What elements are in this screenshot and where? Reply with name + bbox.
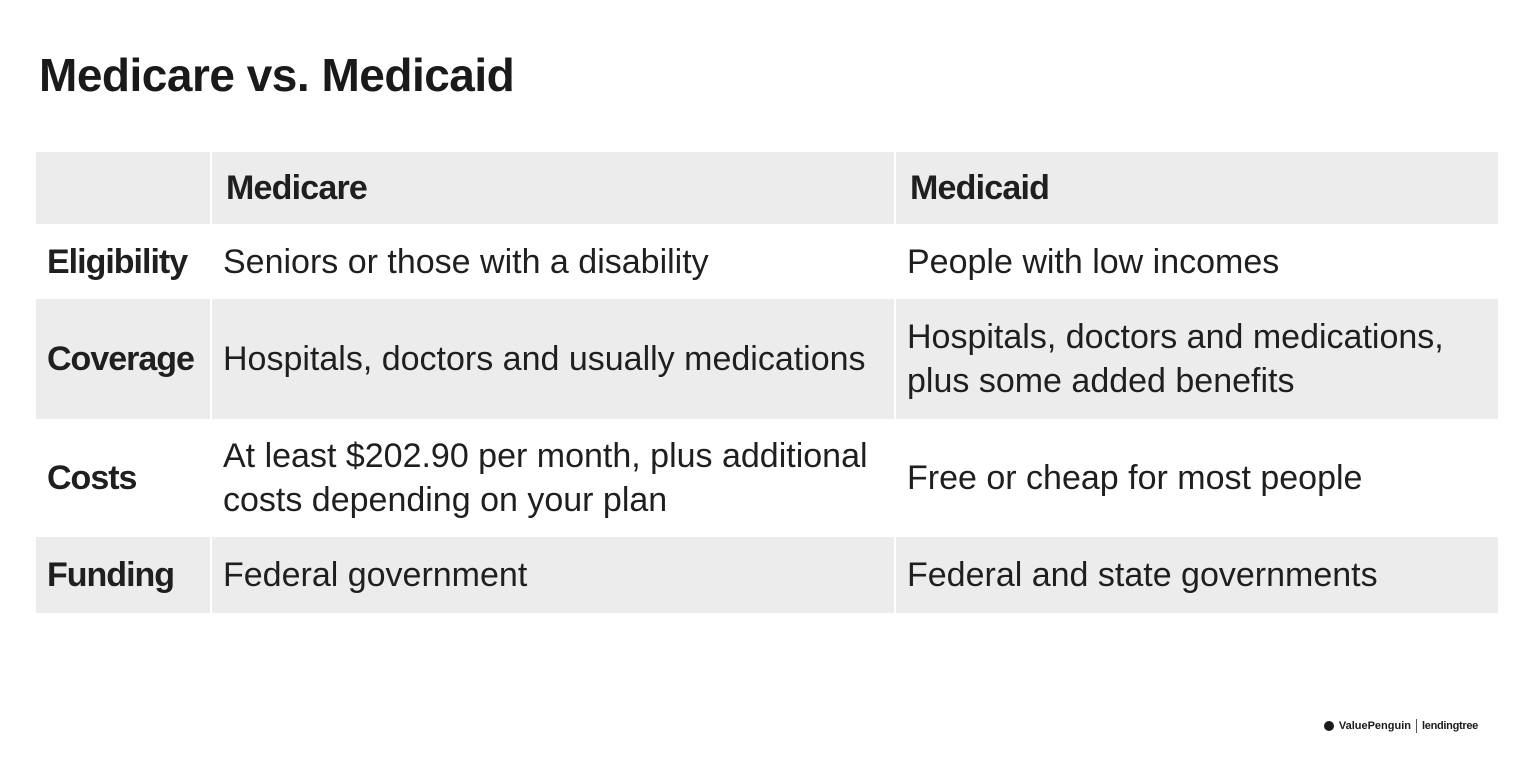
logo-divider	[1416, 719, 1417, 733]
medicare-cell: Seniors or those with a disability	[210, 224, 895, 299]
row-label: Costs	[36, 419, 211, 537]
penguin-icon	[1323, 721, 1334, 731]
medicaid-cell: Hospitals, doctors and medications, plus…	[894, 299, 1498, 419]
row-label: Coverage	[36, 299, 211, 419]
medicaid-cell: Free or cheap for most people	[894, 419, 1498, 537]
medicaid-cell: People with low incomes	[894, 224, 1498, 299]
brand-logo: ValuePenguin lendingtree	[1323, 719, 1478, 733]
partner-name: lendingtree	[1422, 720, 1478, 732]
medicare-cell: Hospitals, doctors and usually medicatio…	[210, 299, 895, 419]
table-row: Costs At least $202.90 per month, plus a…	[36, 419, 1498, 537]
table-row: Coverage Hospitals, doctors and usually …	[36, 299, 1498, 419]
header-medicare: Medicare	[210, 152, 895, 224]
medicare-cell: At least $202.90 per month, plus additio…	[210, 419, 895, 537]
header-medicaid: Medicaid	[894, 152, 1498, 224]
row-label: Eligibility	[36, 224, 211, 299]
brand-name: ValuePenguin	[1338, 720, 1411, 732]
comparison-table: Medicare Medicaid Eligibility Seniors or…	[36, 152, 1498, 613]
table-row: Eligibility Seniors or those with a disa…	[36, 224, 1498, 299]
medicaid-cell: Federal and state governments	[894, 537, 1498, 613]
table-row: Funding Federal government Federal and s…	[36, 537, 1498, 613]
row-label: Funding	[36, 537, 211, 613]
page-title: Medicare vs. Medicaid	[39, 49, 515, 101]
header-corner-cell	[36, 152, 211, 224]
medicare-cell: Federal government	[210, 537, 895, 613]
table-header-row: Medicare Medicaid	[36, 152, 1498, 224]
